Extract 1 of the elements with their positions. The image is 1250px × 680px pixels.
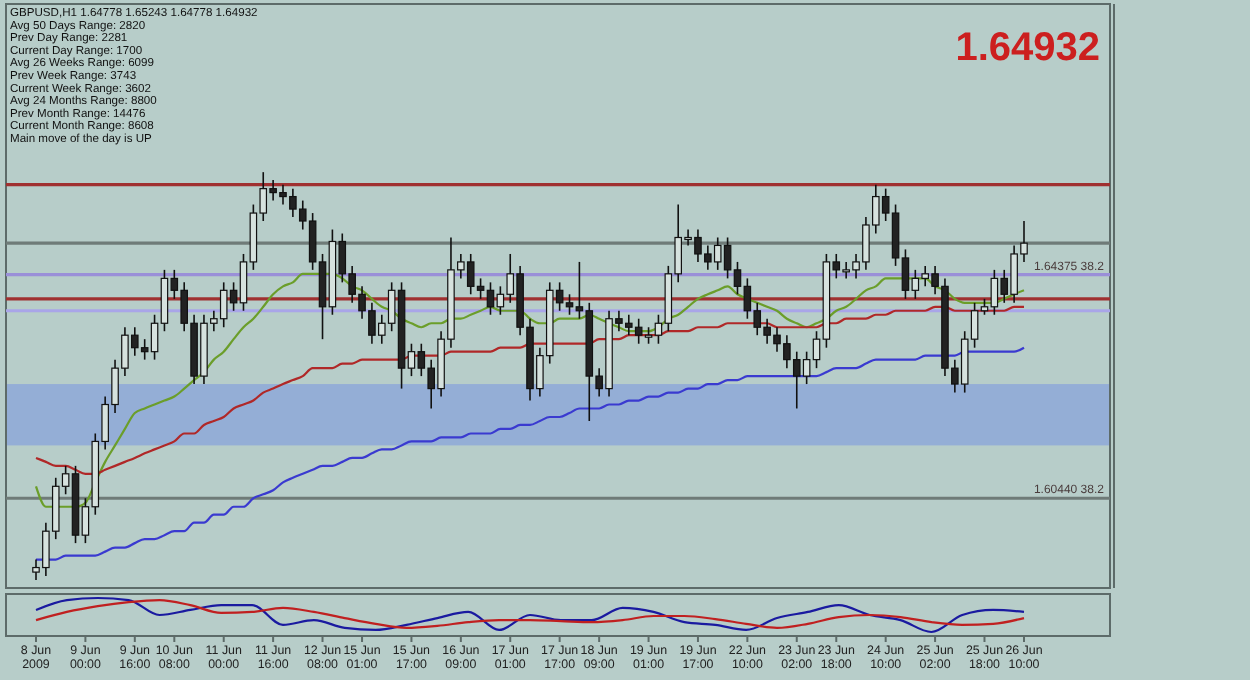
- text: 1.64932: [955, 26, 1100, 70]
